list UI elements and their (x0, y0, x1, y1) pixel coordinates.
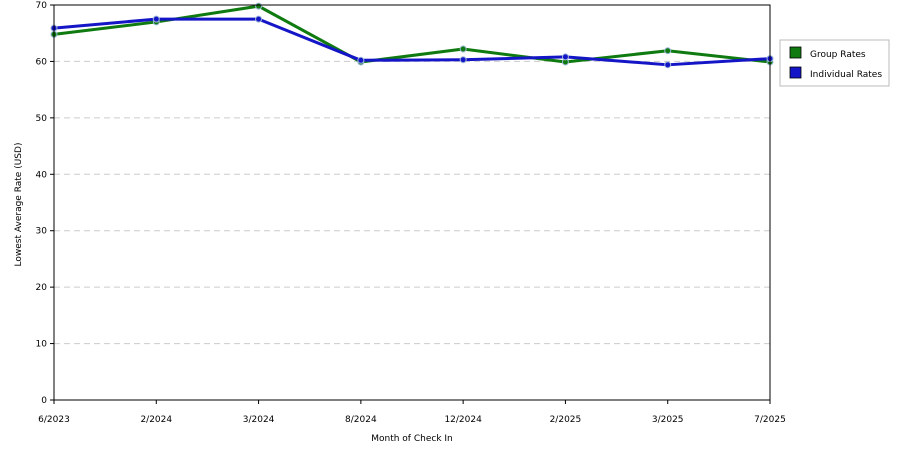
series-line-0 (53, 4, 771, 64)
y-tick-label-0: 0 (41, 396, 47, 406)
y-tick-label-4: 40 (36, 170, 48, 180)
data-point-1-3[interactable] (357, 56, 365, 64)
legend-swatch-1 (789, 66, 802, 79)
data-point-1-6[interactable] (664, 61, 672, 69)
data-point-1-5[interactable] (561, 53, 569, 61)
y-tick-label-6: 60 (36, 57, 48, 67)
data-point-0-4[interactable] (459, 45, 467, 53)
x-tick-label-5: 2/2025 (550, 415, 582, 425)
x-tick-label-7: 7/2025 (754, 415, 786, 425)
series-line-1 (53, 17, 771, 67)
legend: Group Rates Individual Rates (779, 39, 890, 87)
x-tick-label-6: 3/2025 (652, 415, 684, 425)
gridlines (54, 60, 770, 345)
x-tick-label-0: 6/2023 (38, 415, 70, 425)
series-lines (50, 2, 774, 69)
x-axis-title: Month of Check In (371, 434, 453, 444)
legend-label-0: Group Rates (810, 50, 866, 60)
y-tick-label-3: 30 (36, 227, 48, 237)
y-tick-label-7: 70 (36, 1, 48, 11)
y-tick-label-1: 10 (36, 340, 48, 350)
y-tick-label-5: 50 (36, 114, 48, 124)
x-tick-label-3: 8/2024 (345, 415, 377, 425)
data-point-1-2[interactable] (255, 15, 263, 23)
data-point-0-6[interactable] (664, 47, 672, 55)
x-tick-label-4: 12/2024 (444, 415, 482, 425)
legend-label-1: Individual Rates (810, 70, 882, 80)
data-point-1-4[interactable] (459, 56, 467, 64)
plot-frame (53, 4, 771, 401)
x-tick-label-2: 3/2024 (243, 415, 275, 425)
data-point-0-2[interactable] (255, 2, 263, 10)
legend-swatch-0 (789, 46, 802, 59)
x-tick-label-1: 2/2024 (140, 415, 172, 425)
y-tick-label-2: 20 (36, 283, 48, 293)
data-point-1-1[interactable] (152, 15, 160, 23)
y-axis-title: Lowest Average Rate (USD) (14, 143, 24, 267)
axes: 0 10 20 30 40 50 60 70 6/2023 2/2024 3/2024 8/2024 1… (36, 1, 786, 425)
